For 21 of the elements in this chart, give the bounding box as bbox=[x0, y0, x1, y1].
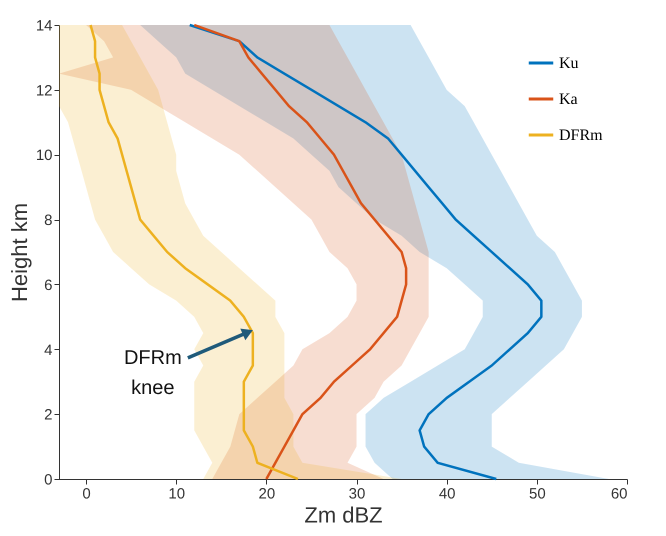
legend-label: Ku bbox=[559, 55, 579, 72]
x-tick-label: 30 bbox=[348, 486, 366, 502]
y-tick-label: 2 bbox=[44, 406, 52, 424]
x-tick-label: 50 bbox=[529, 486, 546, 502]
x-tick-label: 10 bbox=[168, 486, 186, 502]
x-tick-label: 20 bbox=[258, 486, 276, 502]
x-tick-label: 60 bbox=[610, 486, 628, 502]
y-tick-label: 8 bbox=[44, 212, 52, 230]
y-tick-label: 4 bbox=[44, 342, 52, 359]
y-axis-title: Height km bbox=[6, 202, 32, 302]
y-tick-label: 6 bbox=[44, 276, 52, 294]
y-tick-label: 14 bbox=[36, 18, 52, 34]
annotation: DFRm knee bbox=[124, 346, 182, 399]
y-tick-label: 0 bbox=[44, 472, 52, 488]
legend-label: Ka bbox=[559, 91, 578, 108]
x-tick-label: 40 bbox=[438, 486, 456, 502]
y-tick-label: 12 bbox=[36, 82, 52, 100]
y-tick-label: 10 bbox=[36, 147, 52, 164]
legend-label: DFRm bbox=[559, 127, 604, 144]
x-tick-label: 0 bbox=[82, 486, 91, 502]
x-axis-title: Zm dBZ bbox=[304, 502, 383, 528]
